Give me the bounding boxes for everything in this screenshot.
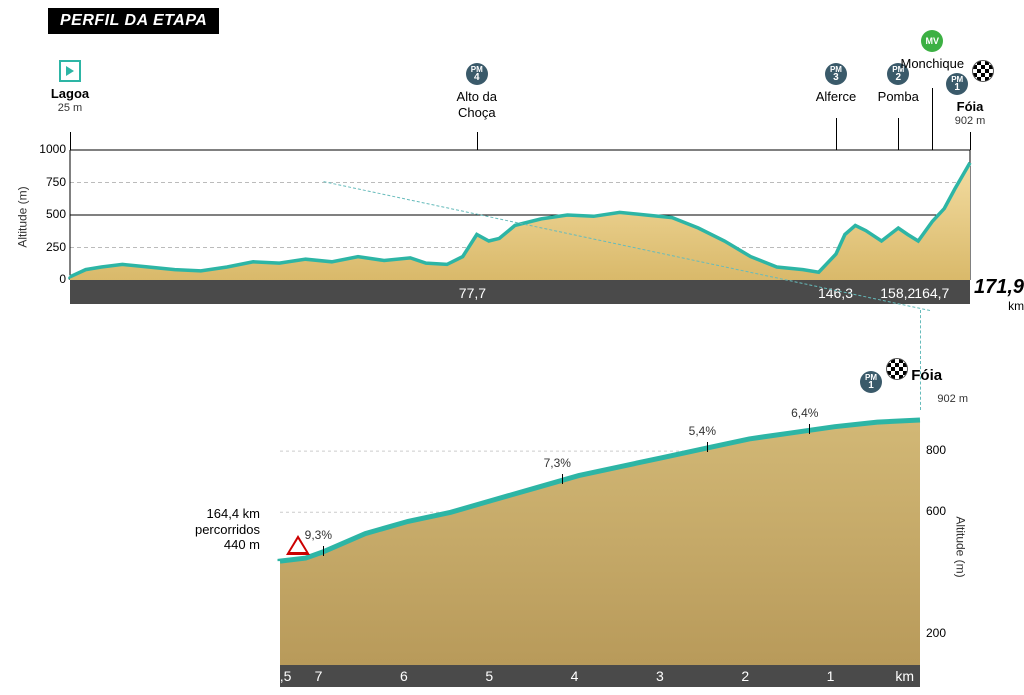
climb-start-info: 164,4 kmpercorridos440 m (140, 506, 260, 553)
detail-km-marker: 1 (827, 668, 835, 684)
detail-y-tick: 800 (926, 443, 966, 457)
detail-km-marker: 5 (485, 668, 493, 684)
detail-distance-bar: 7,57654321km (280, 665, 920, 687)
detail-y-axis-label: Altitude (m) (954, 516, 968, 577)
gradient-label: 6,4% (791, 406, 818, 420)
gradient-tick (323, 546, 324, 556)
detail-km-marker: 3 (656, 668, 664, 684)
detail-km-marker: 4 (571, 668, 579, 684)
km-unit: km (895, 668, 914, 684)
climb-cat-badge: PM1 (860, 371, 882, 393)
gradient-label: 5,4% (689, 424, 716, 438)
detail-km-marker: 7,5 (272, 668, 291, 684)
gradient-label: 9,3% (305, 528, 332, 542)
climb-finish-label: PM1 Fóia902 m (860, 358, 980, 406)
gradient-tick (809, 424, 810, 434)
gradient-label: 7,3% (544, 456, 571, 470)
detail-km-marker: 7 (315, 668, 323, 684)
detail-km-marker: 6 (400, 668, 408, 684)
gradient-tick (562, 474, 563, 484)
gradient-tick (707, 442, 708, 452)
detail-y-tick: 200 (926, 626, 966, 640)
detail-km-marker: 2 (741, 668, 749, 684)
finish-icon (886, 358, 908, 380)
